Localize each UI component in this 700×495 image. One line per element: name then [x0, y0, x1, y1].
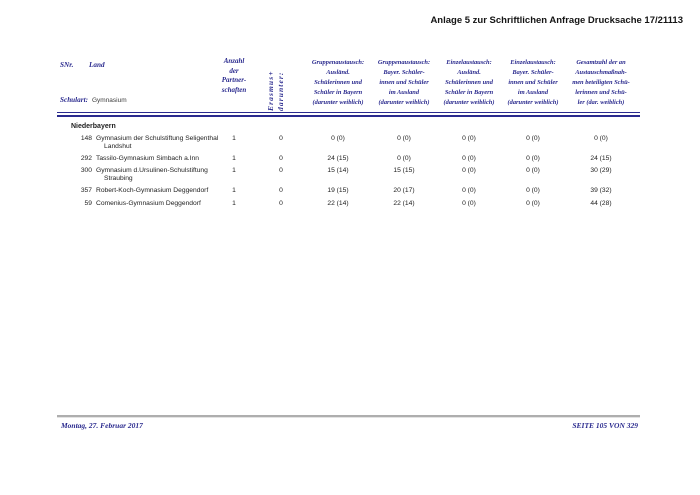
erasmus-value: 0 — [279, 134, 283, 142]
table-row: 300 Gymnasium d.Ursulinen-Schulstiftung … — [57, 167, 640, 183]
erasmus-value: 0 — [279, 154, 283, 162]
partnerschaften-value: 1 — [232, 154, 236, 162]
column-header-partnerschaften: Anzahl der Partner- schaften — [221, 57, 247, 94]
einzelaustausch-im-ausland-value: 0 (0) — [526, 134, 540, 142]
gruppenaustausch-im-ausland-value: 15 (15) — [393, 167, 415, 175]
partnerschaften-value: 1 — [232, 134, 236, 142]
einzelaustausch-in-bayern-value: 0 (0) — [462, 154, 476, 162]
schulart-row: Schulart: Gymnasium — [60, 96, 127, 104]
gruppenaustausch-im-ausland-value: 20 (17) — [393, 187, 415, 195]
footer-date: Montag, 27. Februar 2017 — [61, 421, 143, 430]
partnerschaften-value: 1 — [232, 187, 236, 195]
partnerschaften-value: 1 — [232, 199, 236, 207]
schulart-label: Schulart: — [60, 96, 88, 104]
partnerschaften-value: 1 — [232, 167, 236, 175]
gruppenaustausch-in-bayern-value: 24 (15) — [327, 154, 349, 162]
einzelaustausch-im-ausland-value: 0 (0) — [526, 154, 540, 162]
gesamtzahl-value: 39 (32) — [590, 187, 612, 195]
school-name: Gymnasium der Schulstiftung Seligenthal … — [96, 134, 219, 150]
table-body: Niederbayern 148 Gymnasium der Schulstif… — [57, 123, 640, 212]
einzelaustausch-in-bayern-value: 0 (0) — [462, 134, 476, 142]
gruppenaustausch-im-ausland-value: 22 (14) — [393, 199, 415, 207]
column-header-einzelaustausch-im-ausland: Einzelaustausch: Bayer. Schüler- innen u… — [507, 59, 559, 106]
table-row: 357 Robert-Koch-Gymnasium Deggendorf 1 0… — [57, 187, 640, 195]
erasmus-value: 0 — [279, 187, 283, 195]
gruppenaustausch-in-bayern-value: 15 (14) — [327, 167, 349, 175]
gesamtzahl-value: 24 (15) — [590, 154, 612, 162]
column-header-erasmus: Erasmus+ — [266, 70, 275, 111]
school-number: 357 — [80, 187, 92, 195]
school-name: Comenius-Gymnasium Deggendorf — [96, 199, 201, 207]
einzelaustausch-im-ausland-value: 0 (0) — [526, 167, 540, 175]
einzelaustausch-im-ausland-value: 0 (0) — [526, 199, 540, 207]
column-header-gruppenaustausch-in-bayern: Gruppenaustausch: Ausländ. Schülerinnen … — [311, 59, 365, 106]
school-number: 148 — [80, 134, 92, 142]
gesamtzahl-value: 0 (0) — [594, 134, 608, 142]
column-header-gesamtzahl: Gesamtzahl der an Austauschmaßnah- men b… — [572, 59, 630, 106]
table-row: 59 Comenius-Gymnasium Deggendorf 1 0 22 … — [57, 200, 640, 208]
einzelaustausch-in-bayern-value: 0 (0) — [462, 187, 476, 195]
school-name: Tassilo-Gymnasium Simbach a.Inn — [96, 154, 199, 162]
gruppenaustausch-im-ausland-value: 0 (0) — [397, 134, 411, 142]
erasmus-value: 0 — [279, 199, 283, 207]
gruppenaustausch-in-bayern-value: 19 (15) — [327, 187, 349, 195]
gruppenaustausch-im-ausland-value: 0 (0) — [397, 154, 411, 162]
einzelaustausch-in-bayern-value: 0 (0) — [462, 167, 476, 175]
table-row: 148 Gymnasium der Schulstiftung Seligent… — [57, 135, 640, 151]
column-header-darunter: darunter: — [276, 71, 285, 112]
gruppenaustausch-in-bayern-value: 0 (0) — [331, 134, 345, 142]
einzelaustausch-in-bayern-value: 0 (0) — [462, 199, 476, 207]
column-header-gruppenaustausch-im-ausland: Gruppenaustausch: Bayer. Schüler- innen … — [377, 59, 431, 106]
document-title: Anlage 5 zur Schriftlichen Anfrage Druck… — [430, 15, 683, 26]
table-row: 292 Tassilo-Gymnasium Simbach a.Inn 1 0 … — [57, 155, 640, 163]
header-double-rule — [57, 112, 640, 117]
gesamtzahl-value: 44 (28) — [590, 199, 612, 207]
school-name: Robert-Koch-Gymnasium Deggendorf — [96, 187, 209, 195]
region-section-header: Niederbayern — [71, 123, 116, 130]
gesamtzahl-value: 30 (29) — [590, 167, 612, 175]
school-name: Gymnasium d.Ursulinen-Schulstiftung Stra… — [96, 167, 208, 182]
gruppenaustausch-in-bayern-value: 22 (14) — [327, 199, 349, 207]
footer-page-number: SEITE 105 VON 329 — [572, 421, 638, 430]
school-number: 59 — [84, 199, 92, 207]
erasmus-value: 0 — [279, 167, 283, 175]
schulart-value: Gymnasium — [91, 97, 127, 104]
einzelaustausch-im-ausland-value: 0 (0) — [526, 187, 540, 195]
school-number: 292 — [80, 154, 92, 162]
column-header-snr: SNr. — [60, 61, 74, 69]
school-number: 300 — [80, 167, 92, 175]
footer-rule — [57, 415, 640, 419]
column-header-einzelaustausch-in-bayern: Einzelaustausch: Ausländ. Schülerinnen u… — [443, 59, 495, 106]
column-header-land: Land — [89, 61, 105, 69]
